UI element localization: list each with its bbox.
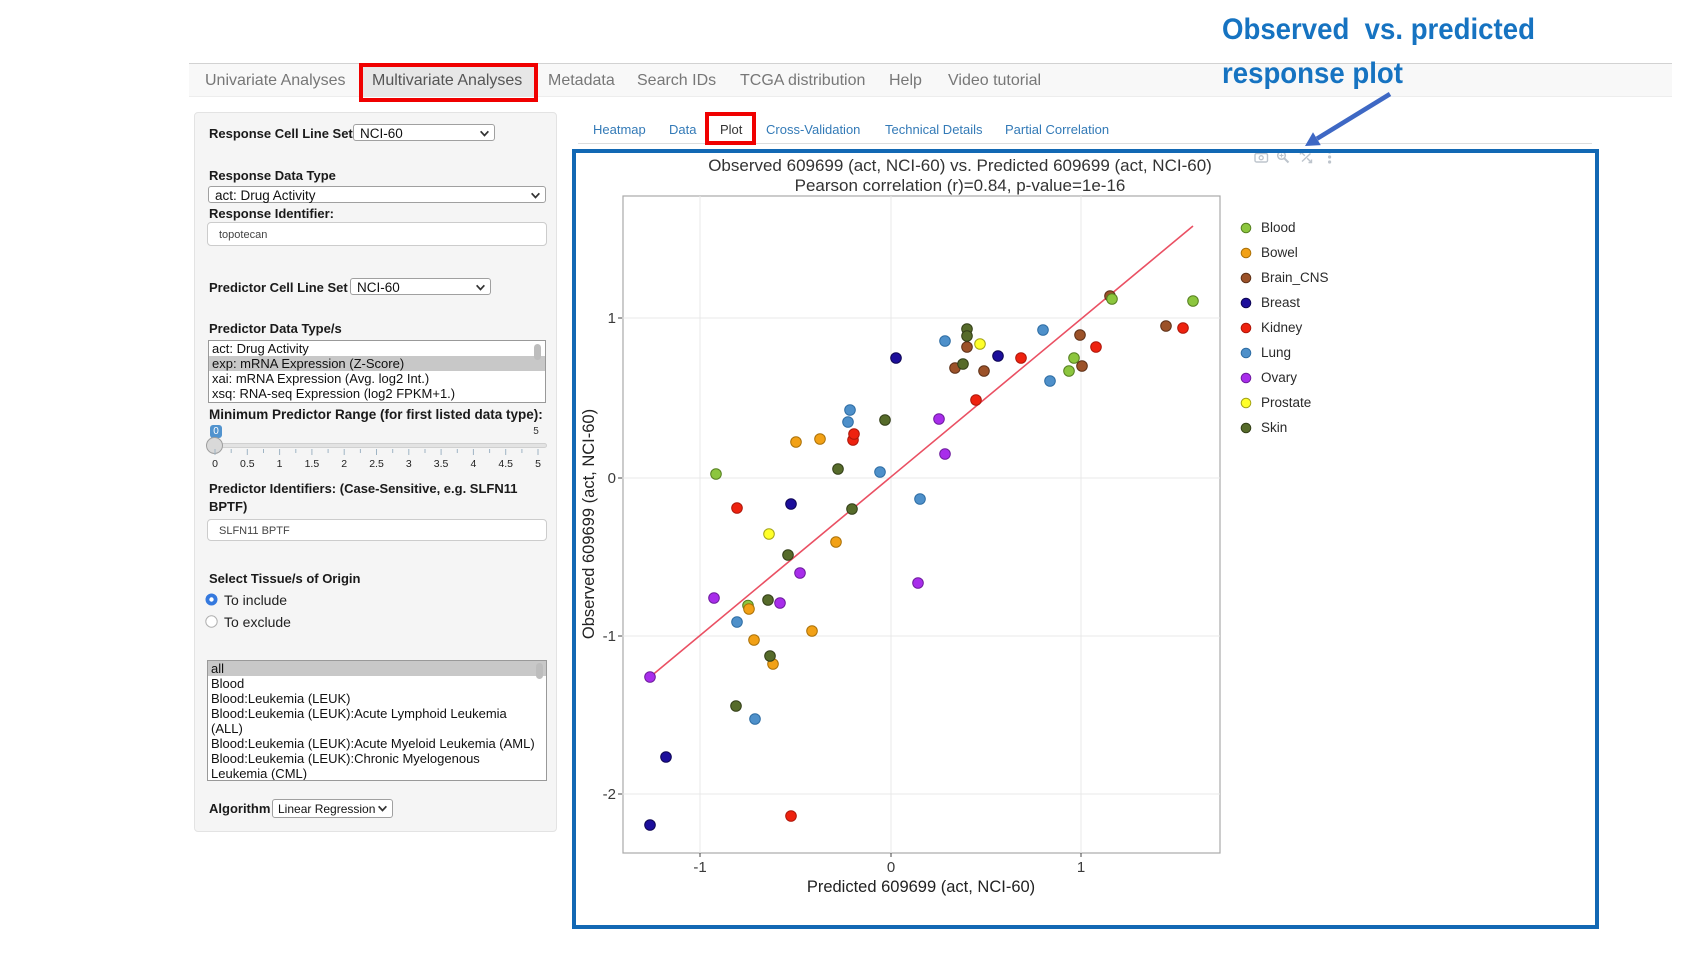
svg-text:Observed 609699 (act, NCI-60): Observed 609699 (act, NCI-60): [580, 409, 598, 639]
svg-text:Bowel: Bowel: [1261, 245, 1298, 260]
svg-text:3: 3: [406, 458, 412, 470]
svg-text:2: 2: [341, 458, 347, 470]
svg-text:3.5: 3.5: [434, 458, 449, 470]
svg-text:2.5: 2.5: [369, 458, 384, 470]
svg-text:4: 4: [470, 458, 476, 470]
svg-text:Kidney: Kidney: [1261, 320, 1303, 335]
svg-text:-2: -2: [603, 786, 616, 803]
svg-text:1: 1: [1077, 859, 1085, 876]
svg-text:Prostate: Prostate: [1261, 395, 1311, 410]
svg-text:Pearson correlation (r)=0.84,: Pearson correlation (r)=0.84, p-value=1e…: [795, 176, 1126, 195]
svg-text:Blood: Blood: [1261, 220, 1296, 235]
svg-text:-1: -1: [693, 859, 706, 876]
svg-text:-1: -1: [603, 628, 616, 645]
svg-text:Ovary: Ovary: [1261, 370, 1297, 385]
svg-text:Breast: Breast: [1261, 295, 1300, 310]
svg-text:1: 1: [608, 310, 616, 327]
svg-text:0: 0: [887, 859, 895, 876]
svg-text:1.5: 1.5: [305, 458, 320, 470]
svg-text:Skin: Skin: [1261, 420, 1287, 435]
svg-text:5: 5: [535, 458, 541, 470]
svg-text:1: 1: [277, 458, 283, 470]
svg-text:Predicted 609699 (act, NCI-60): Predicted 609699 (act, NCI-60): [807, 878, 1035, 896]
svg-text:4.5: 4.5: [498, 458, 513, 470]
svg-text:0.5: 0.5: [240, 458, 255, 470]
svg-text:Observed 609699 (act, NCI-60): Observed 609699 (act, NCI-60) vs. Predic…: [708, 156, 1212, 175]
svg-text:Brain_CNS: Brain_CNS: [1261, 270, 1329, 285]
svg-text:0: 0: [212, 458, 218, 470]
svg-text:0: 0: [608, 470, 616, 487]
svg-text:Lung: Lung: [1261, 345, 1291, 360]
